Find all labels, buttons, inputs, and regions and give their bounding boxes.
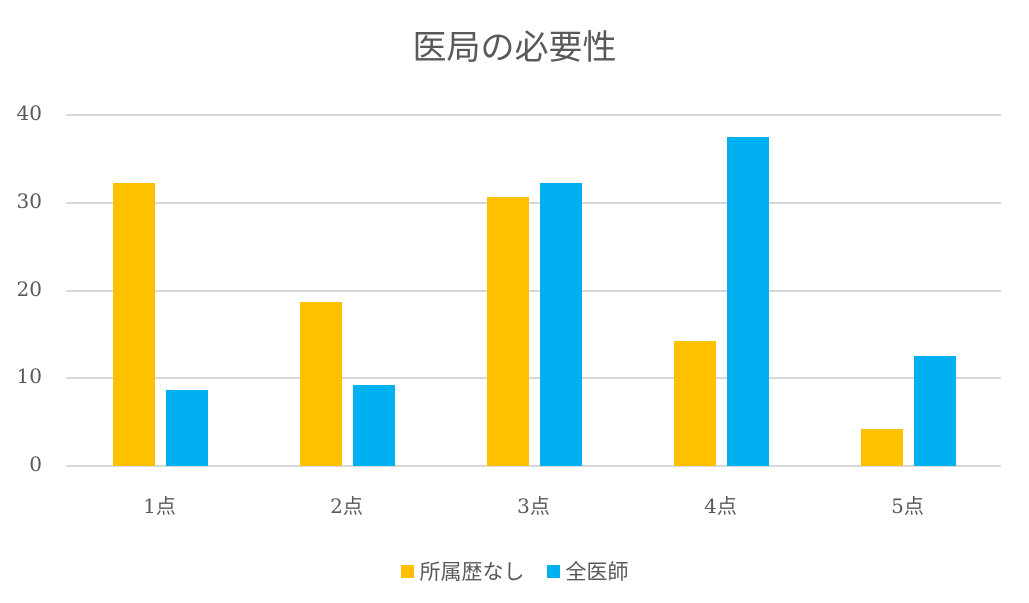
x-tick-label: 1点 [143, 494, 176, 518]
bar-blue [165, 389, 208, 466]
bar-orange [860, 429, 903, 466]
gridline [66, 289, 1001, 292]
y-tick-label: 20 [16, 276, 42, 301]
y-tick-label: 40 [16, 101, 42, 125]
legend-label: 所属歴なし [419, 560, 525, 584]
bar-blue [352, 385, 395, 466]
bar-blue [913, 356, 956, 466]
legend: 所属歴なし 全医師 [0, 556, 1029, 586]
bar-orange [486, 196, 529, 466]
bar-blue [726, 136, 769, 466]
bar-orange [673, 340, 716, 466]
y-tick-label: 0 [29, 452, 42, 476]
gridline [66, 201, 1001, 204]
legend-label: 全医師 [565, 560, 629, 584]
plot-area [66, 114, 1001, 467]
legend-item: 全医師 [546, 556, 629, 586]
y-tick-label: 30 [16, 188, 42, 213]
x-tick-label: 3点 [517, 494, 550, 518]
chart-title: 医局の必要性 [412, 28, 617, 68]
x-tick-label: 2点 [330, 494, 363, 518]
legend-item: 所属歴なし [400, 556, 525, 586]
x-tick-label: 5点 [891, 494, 924, 518]
bar-orange [112, 182, 155, 466]
x-tick-label: 4点 [704, 494, 737, 518]
legend-swatch-icon [546, 564, 560, 578]
gridline [66, 114, 1001, 116]
bar-orange [299, 301, 342, 466]
gridline [66, 465, 1001, 467]
bar-blue [539, 183, 582, 466]
gridline [66, 377, 1001, 380]
y-tick-label: 10 [16, 364, 42, 389]
legend-swatch-icon [400, 564, 414, 578]
